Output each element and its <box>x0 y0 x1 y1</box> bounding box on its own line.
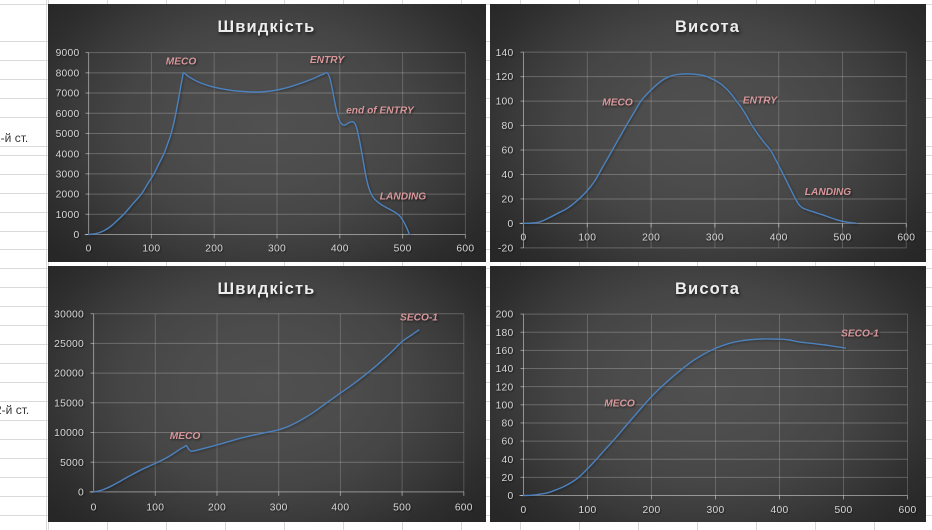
svg-text:ENTRY: ENTRY <box>310 55 346 66</box>
svg-text:5000: 5000 <box>60 458 84 469</box>
svg-text:100: 100 <box>578 232 596 243</box>
svg-text:25000: 25000 <box>54 339 84 350</box>
svg-text:0: 0 <box>91 502 97 513</box>
svg-text:9000: 9000 <box>56 48 80 59</box>
svg-text:300: 300 <box>270 502 288 513</box>
svg-text:140: 140 <box>496 48 514 59</box>
svg-text:Висота: Висота <box>675 280 740 298</box>
svg-text:100: 100 <box>146 502 164 513</box>
svg-text:80: 80 <box>502 419 514 430</box>
svg-text:500: 500 <box>835 505 853 516</box>
svg-text:400: 400 <box>771 505 789 516</box>
svg-text:0: 0 <box>521 505 527 516</box>
svg-text:6000: 6000 <box>56 109 80 120</box>
svg-text:MECO: MECO <box>170 431 201 442</box>
svg-text:8000: 8000 <box>56 68 80 79</box>
svg-text:500: 500 <box>394 243 412 254</box>
svg-text:MECO: MECO <box>602 98 633 109</box>
svg-text:0: 0 <box>508 491 514 502</box>
svg-text:140: 140 <box>496 364 514 375</box>
svg-text:600: 600 <box>456 243 474 254</box>
svg-text:600: 600 <box>899 505 917 516</box>
svg-text:2000: 2000 <box>56 190 80 201</box>
svg-text:20000: 20000 <box>54 369 84 380</box>
svg-text:500: 500 <box>834 232 852 243</box>
svg-text:500: 500 <box>393 502 411 513</box>
svg-text:20: 20 <box>502 195 514 206</box>
svg-text:Висота: Висота <box>675 18 740 36</box>
svg-text:300: 300 <box>707 505 725 516</box>
svg-text:400: 400 <box>331 243 349 254</box>
svg-text:400: 400 <box>331 502 349 513</box>
svg-text:Швидкість: Швидкість <box>218 18 316 36</box>
svg-text:4000: 4000 <box>56 149 80 160</box>
svg-text:LANDING: LANDING <box>805 187 851 198</box>
svg-text:200: 200 <box>496 310 514 321</box>
svg-text:0: 0 <box>78 488 84 499</box>
svg-text:MECO: MECO <box>166 56 197 67</box>
svg-text:10000: 10000 <box>54 428 84 439</box>
svg-text:600: 600 <box>897 232 915 243</box>
svg-text:120: 120 <box>496 382 514 393</box>
svg-text:20: 20 <box>502 473 514 484</box>
svg-text:SECO-1: SECO-1 <box>841 328 879 339</box>
svg-text:100: 100 <box>579 505 597 516</box>
svg-text:LANDING: LANDING <box>380 191 426 202</box>
svg-text:0: 0 <box>86 243 92 254</box>
svg-text:40: 40 <box>502 170 514 181</box>
svg-text:5000: 5000 <box>56 129 80 140</box>
svg-text:60: 60 <box>502 437 514 448</box>
svg-text:MECO: MECO <box>604 398 635 409</box>
svg-text:200: 200 <box>643 505 661 516</box>
svg-text:400: 400 <box>770 232 788 243</box>
svg-text:200: 200 <box>642 232 660 243</box>
svg-text:3000: 3000 <box>56 170 80 181</box>
svg-text:100: 100 <box>142 243 160 254</box>
svg-text:Швидкість: Швидкість <box>218 280 316 298</box>
svg-text:120: 120 <box>496 72 514 83</box>
svg-text:100: 100 <box>496 97 514 108</box>
svg-text:0: 0 <box>521 232 527 243</box>
svg-text:0: 0 <box>508 219 514 230</box>
svg-text:0: 0 <box>74 230 80 241</box>
svg-text:SECO-1: SECO-1 <box>400 312 438 323</box>
svg-text:600: 600 <box>455 502 473 513</box>
svg-text:40: 40 <box>502 455 514 466</box>
svg-text:30000: 30000 <box>54 309 84 320</box>
svg-text:300: 300 <box>706 232 724 243</box>
svg-text:180: 180 <box>496 328 514 339</box>
svg-text:7000: 7000 <box>56 89 80 100</box>
svg-text:ENTRY: ENTRY <box>743 95 779 106</box>
svg-text:1000: 1000 <box>56 210 80 221</box>
svg-text:60: 60 <box>502 146 514 157</box>
svg-text:end of ENTRY: end of ENTRY <box>346 105 415 116</box>
svg-text:160: 160 <box>496 346 514 357</box>
svg-text:200: 200 <box>205 243 223 254</box>
svg-text:15000: 15000 <box>54 398 84 409</box>
svg-text:300: 300 <box>268 243 286 254</box>
svg-text:80: 80 <box>502 121 514 132</box>
svg-text:200: 200 <box>208 502 226 513</box>
svg-text:-20: -20 <box>498 244 514 255</box>
svg-text:100: 100 <box>496 400 514 411</box>
